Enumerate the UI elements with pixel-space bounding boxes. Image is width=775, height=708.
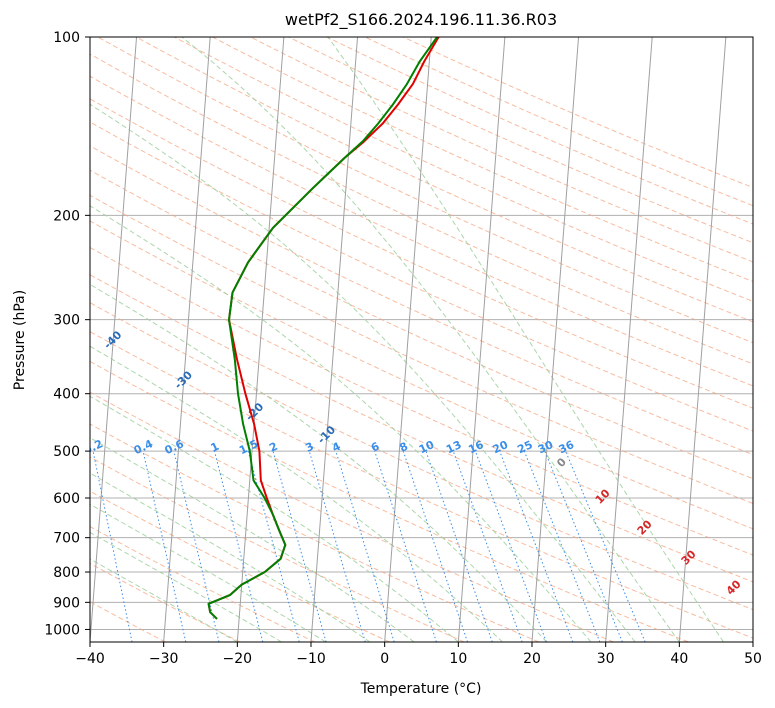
x-axis-title: Temperature (°C) — [360, 681, 482, 697]
dry-adiabat — [90, 75, 753, 387]
dry-adiabat — [90, 331, 753, 639]
mixing-ratio-line — [92, 451, 133, 642]
dry-adiabat — [135, 37, 753, 323]
y-tick-label: 800 — [53, 565, 80, 581]
moist-adiabat — [90, 345, 503, 642]
plot-area: -100-90-80-70-60-50-40-30-20-100.10.20.4… — [90, 37, 753, 642]
x-tick-label: −10 — [296, 651, 326, 667]
dry-adiabat — [90, 53, 753, 365]
y-tick-label: 100 — [53, 30, 80, 46]
x-tick-label: −30 — [149, 651, 179, 667]
mixing-ratio-line — [247, 450, 300, 642]
mixing-ratio-line — [272, 450, 327, 642]
mixing-ratio-line — [142, 450, 187, 642]
mixing-ratio-label: 36 — [557, 438, 577, 456]
x-tick-label: 0 — [380, 651, 389, 667]
mixing-ratio-line — [173, 450, 220, 642]
dry-adiabat — [173, 37, 753, 302]
dry-adiabat — [90, 220, 753, 530]
x-tick-label: −20 — [223, 651, 253, 667]
moist-adiabat — [181, 37, 680, 642]
moist-adiabat — [90, 437, 415, 642]
x-tick-label: 10 — [449, 651, 467, 667]
dry-adiabat — [90, 169, 753, 480]
dry-adiabat — [90, 274, 753, 583]
chart-title: wetPf2_S166.2024.196.11.36.R03 — [285, 10, 557, 30]
sounding-series — [207, 37, 440, 620]
isotherm — [90, 37, 138, 642]
y-tick-label: 600 — [53, 491, 80, 507]
isotherm — [163, 37, 211, 642]
moist-adiabat — [90, 472, 371, 642]
x-tick-label: 30 — [597, 651, 615, 667]
y-tick-label: 1000 — [44, 622, 80, 638]
dry-adiabat — [402, 37, 753, 189]
mixing-ratio-line — [308, 450, 366, 642]
isotherm — [310, 37, 359, 642]
mixing-ratio-label: 16 — [466, 438, 486, 456]
y-tick-label: 300 — [53, 313, 80, 329]
y-tick-label: 400 — [53, 387, 80, 403]
moist-adiabats — [90, 37, 724, 642]
plot-frame — [89, 36, 754, 643]
moist-adiabat — [90, 205, 592, 642]
y-tick-label: 900 — [53, 595, 80, 611]
mixing-ratio-label: 20 — [491, 438, 511, 456]
dry-adiabat — [90, 360, 689, 642]
mixing-ratio-line — [214, 450, 264, 642]
mixing-ratio-line — [565, 450, 646, 642]
isotherm — [678, 37, 727, 642]
mixing-ratio-line — [335, 450, 395, 642]
pressure-gridlines — [90, 37, 753, 630]
moist-adiabat — [90, 503, 326, 642]
sounding-line — [207, 37, 438, 620]
moist-adiabat — [327, 37, 724, 642]
dry-adiabat — [364, 37, 753, 207]
y-axis-title: Pressure (hPa) — [12, 290, 28, 390]
y-tick-label: 700 — [53, 531, 80, 547]
dry-adiabat — [90, 98, 753, 409]
x-tick-label: 40 — [670, 651, 688, 667]
mixing-ratio-label: 25 — [515, 438, 534, 456]
x-tick-label: −40 — [75, 651, 105, 667]
dry-adiabat — [90, 423, 539, 642]
isotherm — [605, 37, 653, 642]
x-tick-label: 20 — [523, 651, 541, 667]
isotherm — [531, 37, 580, 642]
axes: −40 −30 −20 −10 0 10 20 30 40 50 100 200 300 400 500 60… — [44, 30, 762, 667]
dry-adiabat — [90, 121, 753, 432]
mixing-ratio-label: 13 — [444, 438, 463, 456]
dry-adiabat — [90, 391, 614, 642]
isotherm — [457, 37, 506, 642]
x-tick-label: 50 — [744, 651, 762, 667]
mixing-ratio-lines — [92, 450, 646, 642]
mixing-ratio-line — [374, 450, 437, 642]
dry-adiabat — [212, 37, 753, 283]
mixing-ratio-line — [452, 450, 523, 642]
mixing-ratio-label: 10 — [417, 438, 437, 456]
mixing-ratio-line — [402, 450, 468, 642]
y-tick-label: 500 — [53, 444, 80, 460]
moist-adiabat — [90, 558, 238, 642]
isotherms — [90, 37, 753, 642]
isotherm — [236, 37, 285, 642]
dry-adiabat — [90, 456, 465, 642]
moist-adiabat — [90, 103, 636, 642]
moist-adiabat — [90, 531, 282, 642]
isotherm — [384, 37, 432, 642]
y-tick-label: 200 — [53, 208, 80, 224]
dry-adiabat — [90, 302, 753, 611]
mixing-ratio-label: 30 — [536, 438, 556, 456]
dry-adiabats — [90, 37, 753, 642]
dry-adiabat — [97, 37, 753, 344]
dry-adiabat — [326, 37, 753, 225]
mixing-ratio-line — [425, 450, 493, 642]
